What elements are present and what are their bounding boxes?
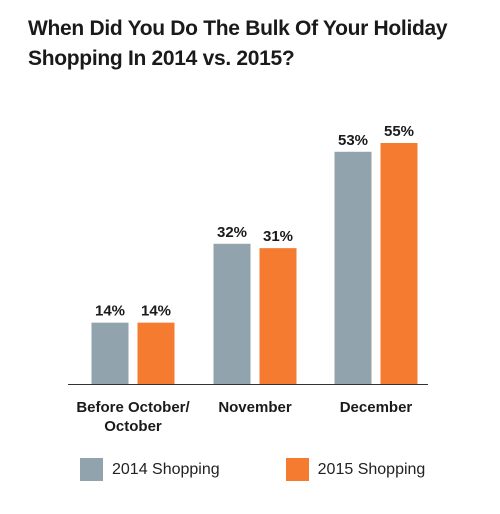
data-label-2015-cat-2: 55% xyxy=(384,123,414,140)
bar-2014-cat-2 xyxy=(334,151,372,384)
data-label-2015-cat-1: 31% xyxy=(263,228,293,245)
bar-2015-cat-1 xyxy=(259,248,297,384)
bar-2014-cat-1 xyxy=(213,243,251,384)
data-label-2015-cat-0: 14% xyxy=(141,303,171,320)
bar-chart: 14% 14% Before October/October 32% 31% Novemb… xyxy=(68,123,428,435)
legend-label-2015: 2015 Shopping xyxy=(317,460,426,478)
legend-item-2014: 2014 Shopping xyxy=(80,458,220,481)
legend-swatch-2015 xyxy=(285,458,309,481)
data-label-2014-cat-0: 14% xyxy=(95,303,125,320)
legend-item-2015: 2015 Shopping xyxy=(285,458,426,481)
chart-title: When Did You Do The Bulk Of Your Holiday… xyxy=(28,14,468,74)
legend: 2014 Shopping 2015 Shopping xyxy=(80,458,491,481)
chart-title-line-2: Shopping In 2014 vs. 2015? xyxy=(28,47,295,70)
legend-label-2014: 2014 Shopping xyxy=(112,460,220,478)
data-label-2014-cat-2: 53% xyxy=(338,132,368,149)
category-label-0-line-0: Before October/ xyxy=(76,399,190,416)
chart-title-line-1: When Did You Do The Bulk Of Your Holiday xyxy=(28,17,448,40)
category-label-1-line-0: November xyxy=(218,399,292,416)
category-label-2-line-0: December xyxy=(340,399,413,416)
bar-2015-cat-2 xyxy=(380,143,418,384)
category-label-0-line-1: October xyxy=(104,418,162,435)
bar-2015-cat-0 xyxy=(137,322,175,384)
data-label-2014-cat-1: 32% xyxy=(217,224,247,241)
bar-2014-cat-0 xyxy=(91,322,129,384)
legend-swatch-2014 xyxy=(80,458,103,481)
